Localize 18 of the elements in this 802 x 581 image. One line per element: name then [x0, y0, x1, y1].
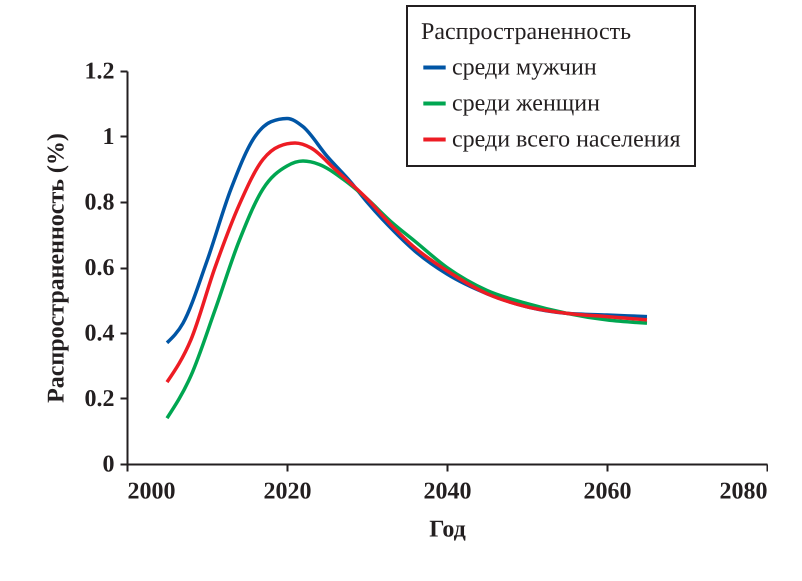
y-tick-label: 1.2 — [84, 58, 114, 84]
x-tick-label: 2040 — [424, 478, 472, 504]
y-tick-label: 0.4 — [84, 320, 114, 346]
legend-label: среди всего населения — [452, 126, 681, 152]
y-tick-label: 0.6 — [84, 255, 114, 281]
y-tick-label: 1 — [102, 124, 114, 150]
legend-label: среди мужчин — [452, 54, 597, 80]
y-tick-label: 0.8 — [84, 190, 114, 216]
x-axis-title: Год — [429, 516, 466, 542]
legend-title: Распространенность — [421, 19, 632, 45]
legend-label: среди женщин — [452, 90, 600, 116]
x-tick-label: 2020 — [264, 478, 312, 504]
y-tick-label: 0.2 — [84, 386, 114, 412]
x-tick-label: 2060 — [584, 478, 632, 504]
y-tick-label: 0 — [102, 452, 114, 478]
y-axis-title: Распространенность (%) — [44, 133, 70, 403]
x-tick-label: 2000 — [128, 478, 176, 504]
x-tick-label: 2080 — [720, 478, 768, 504]
